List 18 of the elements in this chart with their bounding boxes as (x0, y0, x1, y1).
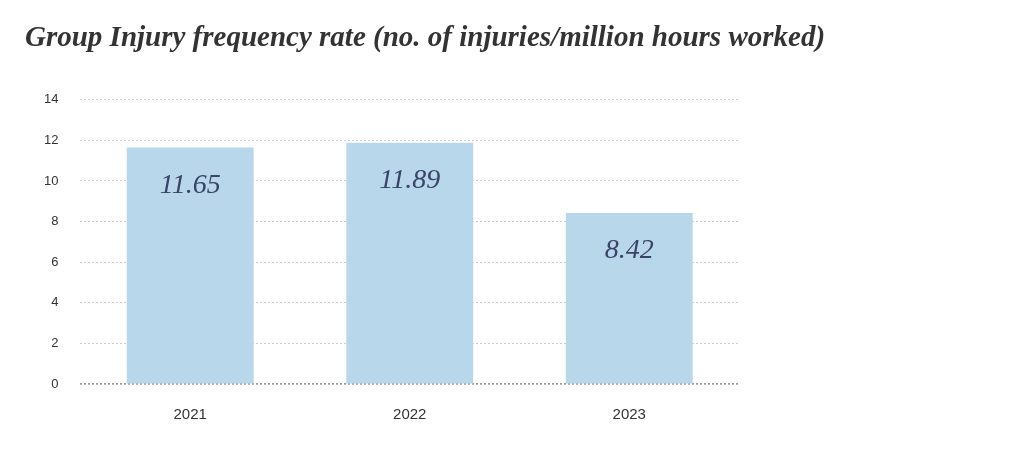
y-tick-label: 4 (51, 294, 59, 310)
y-tick-label: 6 (51, 253, 59, 269)
x-tick-label: 2023 (612, 405, 646, 423)
y-tick-label: 12 (43, 131, 59, 147)
x-tick-label: 2021 (173, 405, 207, 423)
y-tick-label: 8 (51, 213, 59, 229)
chart-title: Group Injury frequency rate (no. of injuries/million hours worked) (25, 20, 826, 53)
bar (346, 142, 474, 384)
y-tick-label: 10 (43, 172, 59, 188)
x-tick-label: 2022 (393, 405, 427, 423)
y-tick-label: 14 (43, 91, 59, 107)
bar (565, 213, 693, 384)
y-tick-label: 2 (51, 334, 59, 350)
bar (126, 147, 254, 384)
data-label: 11.89 (379, 162, 441, 194)
y-tick-label: 0 (51, 375, 59, 391)
data-label: 8.42 (604, 233, 654, 265)
data-label: 11.65 (159, 167, 221, 199)
